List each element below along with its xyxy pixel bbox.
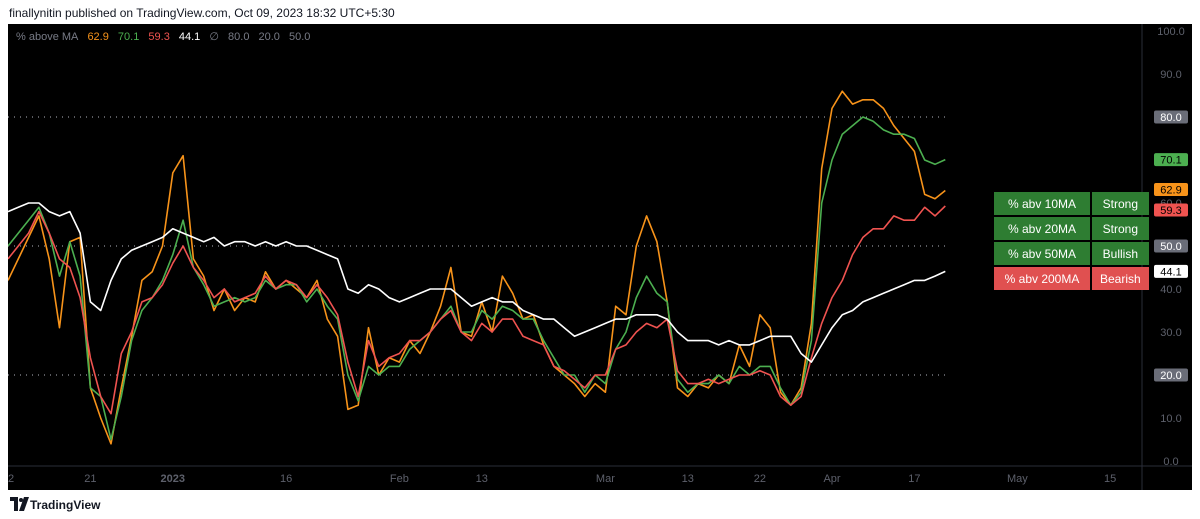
y-tick-label: 40.0 (1160, 284, 1181, 296)
publish-header: finallynitin published on TradingView.co… (0, 0, 1200, 24)
price-label-ma50: 59.3 (1160, 205, 1181, 217)
legend-title: % above MA (16, 31, 79, 43)
x-tick-label: 13 (476, 473, 488, 485)
x-tick-label: 17 (908, 473, 920, 485)
signal-row-50ma: % abv 50MA Bullish (994, 242, 1149, 265)
signal-row-20ma: % abv 20MA Strong (994, 217, 1149, 240)
price-label-level: 50.0 (1160, 241, 1181, 253)
x-tick-label: 21 (84, 473, 96, 485)
series-line-200ma (8, 202, 946, 363)
price-label-box-ma10 (1154, 183, 1188, 197)
legend-value-ma50: 59.3 (148, 31, 170, 43)
tradingview-brand: TradingView (30, 498, 101, 512)
x-tick-label: Feb (390, 473, 409, 485)
publish-info: finallynitin published on TradingView.co… (9, 6, 395, 20)
indicator-legend: % above MA 62.9 70.1 59.3 44.1 ∅ 80.0 20… (16, 30, 316, 43)
signal-row-200ma: % abv 200MA Bearish (994, 267, 1149, 290)
legend-separator: ∅ (209, 31, 219, 43)
price-label-box-ma20 (1154, 153, 1188, 167)
price-label-box-level (1154, 239, 1188, 253)
x-tick-label: 16 (280, 473, 292, 485)
signal-row-10ma: % abv 10MA Strong (994, 192, 1149, 215)
x-tick-label: 22 (754, 473, 766, 485)
legend-value-ma10: 62.9 (87, 31, 109, 43)
signal-state: Strong (1092, 192, 1149, 215)
legend-value-ma200: 44.1 (178, 31, 201, 43)
price-label-box-ma50 (1154, 203, 1188, 217)
x-tick-label: 2023 (161, 473, 185, 485)
signal-table: % abv 10MA Strong % abv 20MA Strong % ab… (992, 190, 1151, 292)
series-line-10ma (8, 90, 946, 445)
signal-state: Bearish (1092, 267, 1149, 290)
legend-level-50: 50.0 (289, 31, 311, 43)
price-label-box-ma200 (1154, 264, 1188, 278)
signal-label: % abv 10MA (994, 192, 1090, 215)
indicator-chart[interactable]: 100.090.080.070.060.050.040.030.020.010.… (8, 24, 1192, 490)
x-tick-label: 13 (682, 473, 694, 485)
x-tick-label: 12 (8, 473, 14, 485)
footer: TradingView (0, 490, 1200, 519)
y-tick-label: 0.0 (1163, 456, 1178, 468)
price-label-ma200: 44.1 (1160, 266, 1181, 278)
signal-label: % abv 200MA (994, 267, 1090, 290)
price-label-ma20: 70.1 (1160, 155, 1181, 167)
x-tick-label: Apr (823, 473, 840, 485)
y-tick-label: 10.0 (1160, 413, 1181, 425)
price-label-ma10: 62.9 (1160, 185, 1181, 197)
price-label-box-level (1154, 110, 1188, 124)
series-line-50ma (8, 205, 946, 415)
x-tick-label: 15 (1104, 473, 1116, 485)
signal-label: % abv 50MA (994, 242, 1090, 265)
price-label-level: 80.0 (1160, 112, 1181, 124)
x-tick-label: May (1007, 473, 1028, 485)
tradingview-logo-icon (10, 497, 29, 511)
price-label-box-level (1154, 368, 1188, 382)
y-tick-label: 90.0 (1160, 69, 1181, 81)
signal-state: Bullish (1092, 242, 1149, 265)
x-tick-label: Mar (596, 473, 615, 485)
y-tick-label: 30.0 (1160, 327, 1181, 339)
legend-value-ma20: 70.1 (117, 31, 140, 43)
y-tick-label: 100.0 (1157, 26, 1185, 38)
price-label-level: 20.0 (1160, 370, 1181, 382)
series-line-20ma (8, 116, 946, 441)
chart-panel[interactable]: 100.090.080.070.060.050.040.030.020.010.… (8, 24, 1192, 490)
legend-level-20: 20.0 (258, 31, 280, 43)
signal-label: % abv 20MA (994, 217, 1090, 240)
signal-state: Strong (1092, 217, 1149, 240)
legend-level-80: 80.0 (228, 31, 250, 43)
